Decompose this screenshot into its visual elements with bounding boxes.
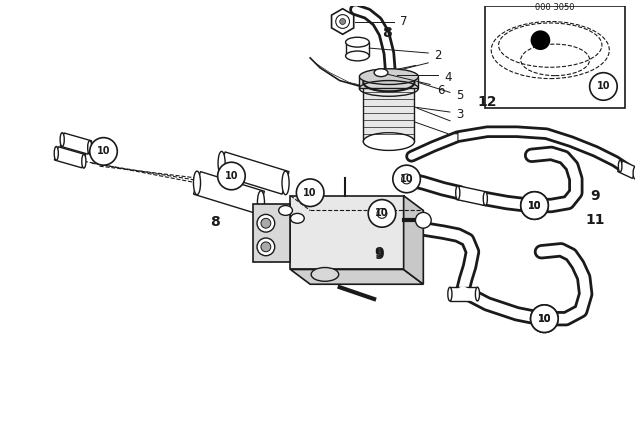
Text: 3: 3 <box>456 108 463 121</box>
Ellipse shape <box>54 146 58 160</box>
Circle shape <box>90 138 117 165</box>
Ellipse shape <box>633 167 637 179</box>
Bar <box>364 82 415 142</box>
Circle shape <box>296 179 324 207</box>
Ellipse shape <box>618 160 622 172</box>
Circle shape <box>521 192 548 220</box>
Ellipse shape <box>282 171 289 195</box>
Circle shape <box>257 215 275 232</box>
Circle shape <box>393 165 420 193</box>
Text: 11: 11 <box>586 213 605 227</box>
Circle shape <box>261 242 271 252</box>
Polygon shape <box>291 270 423 284</box>
Ellipse shape <box>364 133 415 151</box>
Polygon shape <box>291 196 404 270</box>
Circle shape <box>368 200 396 227</box>
Ellipse shape <box>291 213 304 223</box>
Ellipse shape <box>82 155 86 168</box>
Ellipse shape <box>448 287 452 301</box>
Circle shape <box>521 192 548 220</box>
Circle shape <box>218 162 245 190</box>
Text: 8: 8 <box>210 215 220 229</box>
Circle shape <box>340 18 346 25</box>
Text: 6: 6 <box>437 84 445 97</box>
Ellipse shape <box>60 133 64 146</box>
Ellipse shape <box>88 141 92 155</box>
Text: 1: 1 <box>454 132 461 145</box>
Circle shape <box>257 238 275 256</box>
Ellipse shape <box>456 186 460 200</box>
Text: 4: 4 <box>444 71 452 84</box>
Circle shape <box>397 170 415 188</box>
Text: 10: 10 <box>538 314 551 324</box>
Text: 8: 8 <box>382 26 392 40</box>
Polygon shape <box>218 152 289 194</box>
Polygon shape <box>253 203 291 262</box>
Text: 12: 12 <box>477 95 497 109</box>
Text: 9: 9 <box>374 248 384 262</box>
Circle shape <box>261 218 271 228</box>
Circle shape <box>373 205 391 222</box>
Text: 10: 10 <box>97 146 110 156</box>
Text: 10: 10 <box>400 174 413 184</box>
Ellipse shape <box>360 69 419 85</box>
Text: 10: 10 <box>303 188 317 198</box>
Ellipse shape <box>193 171 200 195</box>
Ellipse shape <box>364 73 415 91</box>
Circle shape <box>531 305 558 332</box>
Text: 5: 5 <box>456 89 463 102</box>
Text: 10: 10 <box>538 314 551 324</box>
Text: 10: 10 <box>528 201 541 211</box>
Polygon shape <box>456 186 487 205</box>
Circle shape <box>531 30 550 50</box>
Ellipse shape <box>311 267 339 281</box>
Polygon shape <box>193 172 264 214</box>
Ellipse shape <box>257 191 264 215</box>
Text: 9: 9 <box>591 189 600 202</box>
Bar <box>346 42 369 56</box>
Ellipse shape <box>476 287 479 301</box>
Circle shape <box>415 212 431 228</box>
Polygon shape <box>450 287 477 301</box>
Text: 10: 10 <box>225 171 238 181</box>
Circle shape <box>531 305 558 332</box>
Text: 10: 10 <box>375 208 388 218</box>
Ellipse shape <box>278 206 292 215</box>
Ellipse shape <box>346 37 369 47</box>
Polygon shape <box>332 9 354 34</box>
Bar <box>360 77 419 88</box>
Text: 7: 7 <box>400 15 408 28</box>
Bar <box>485 6 625 108</box>
Ellipse shape <box>374 69 388 77</box>
Text: 2: 2 <box>435 49 442 62</box>
Polygon shape <box>404 196 423 284</box>
Ellipse shape <box>346 51 369 61</box>
Text: 9: 9 <box>374 246 384 260</box>
Polygon shape <box>54 147 86 168</box>
Ellipse shape <box>483 192 488 206</box>
Polygon shape <box>618 161 637 178</box>
Text: 10: 10 <box>596 82 610 91</box>
Text: 000 3050: 000 3050 <box>536 3 575 12</box>
Ellipse shape <box>218 151 225 175</box>
Circle shape <box>589 73 617 100</box>
Text: 10: 10 <box>528 201 541 211</box>
Polygon shape <box>60 133 92 154</box>
